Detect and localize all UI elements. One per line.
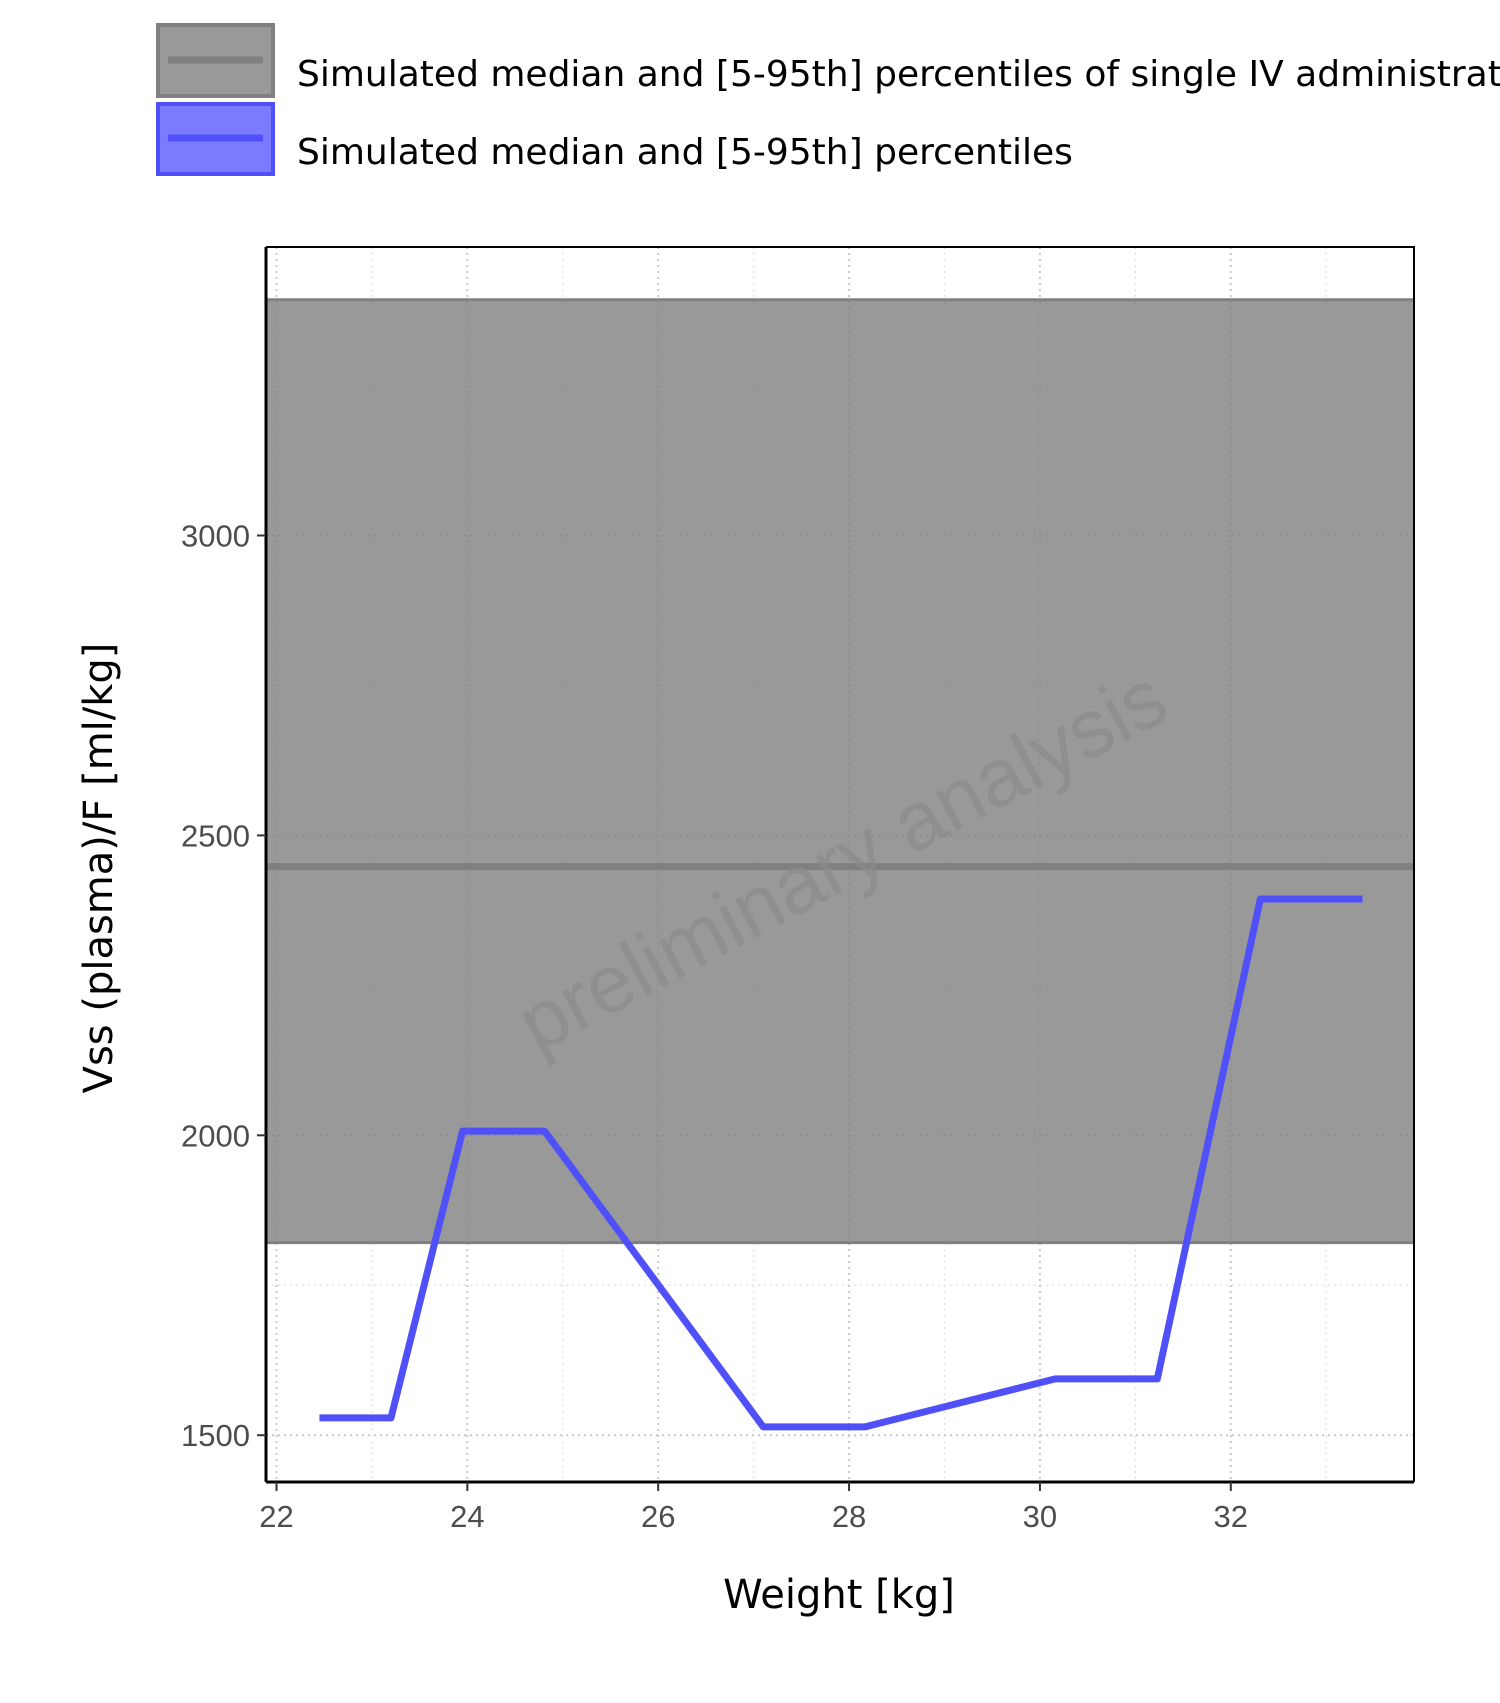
legend-label: Simulated median and [5-95th] percentile…	[297, 132, 1073, 173]
y-tick-label: 3000	[181, 519, 250, 554]
legend-label: Simulated median and [5-95th] percentile…	[297, 54, 1500, 95]
x-tick-label: 32	[1214, 1499, 1248, 1534]
percentile-band	[266, 299, 1414, 1243]
x-tick-label: 22	[259, 1499, 293, 1534]
x-tick-label: 24	[450, 1499, 484, 1534]
x-axis-title: Weight [kg]	[723, 1572, 955, 1618]
x-tick-label: 26	[641, 1499, 675, 1534]
x-tick-label: 28	[832, 1499, 866, 1534]
y-tick-label: 2500	[181, 818, 250, 853]
y-tick-label: 1500	[181, 1418, 250, 1453]
data-line	[319, 895, 1363, 1431]
axis-frame	[266, 246, 1415, 1482]
y-axis-title: Vss (plasma)/F [ml/kg]	[76, 643, 122, 1094]
y-tick-label: 2000	[181, 1118, 250, 1153]
x-tick-label: 30	[1023, 1499, 1057, 1534]
